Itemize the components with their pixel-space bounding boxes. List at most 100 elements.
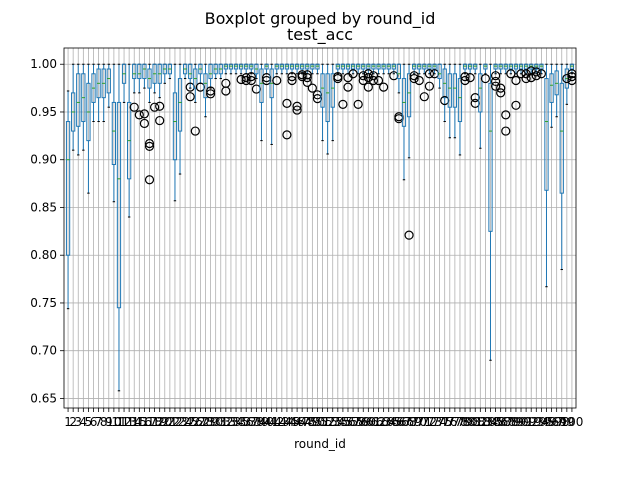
outlier-point: [480, 73, 491, 84]
x-tick-label: 37: [244, 415, 259, 429]
x-tick-label: 84: [483, 415, 498, 429]
outlier-point: [129, 102, 139, 112]
outlier-point: [338, 99, 348, 109]
box-round-56: [343, 63, 353, 92]
x-tick-label: 93: [529, 415, 544, 429]
box-round-1: [65, 90, 71, 310]
x-tick-label: 91: [518, 415, 533, 429]
grid-lines: [64, 48, 576, 408]
box-round-20: [162, 63, 167, 84]
box-round-23: [177, 63, 183, 175]
outlier-point: [312, 94, 323, 104]
box-round-55: [338, 63, 348, 109]
outlier-point: [292, 105, 302, 115]
x-tick-label: 56: [340, 415, 355, 429]
iqr-box: [452, 73, 457, 108]
outlier-point: [236, 74, 246, 85]
outlier-point: [470, 98, 480, 108]
y-tick-label: 0.65: [30, 391, 57, 405]
x-tick-label: 98: [554, 415, 569, 429]
box-round-24: [183, 63, 188, 80]
outlier-point: [251, 84, 261, 94]
x-tick-label: 95: [539, 415, 554, 429]
x-tick-label: 35: [233, 415, 248, 429]
iqr-box: [396, 63, 402, 80]
outlier-point: [358, 75, 368, 86]
x-tick-label: 27: [193, 415, 208, 429]
x-tick-label: 17: [142, 415, 157, 429]
iqr-box: [549, 73, 554, 103]
x-tick-label: 85: [488, 415, 503, 429]
iqr-box: [208, 63, 213, 80]
box-round-57: [348, 63, 358, 79]
x-tick-label: 19: [152, 415, 167, 429]
outlier-point: [531, 67, 541, 77]
box-round-82: [478, 63, 483, 149]
x-tick-label: 78: [452, 415, 467, 429]
x-tick-label: 20: [157, 415, 172, 429]
iqr-box: [447, 73, 452, 108]
outlier-point: [389, 71, 399, 81]
iqr-box: [188, 63, 193, 80]
x-tick-label: 8: [100, 415, 108, 429]
box-round-92: [526, 63, 536, 83]
outlier-point: [414, 75, 424, 86]
box-round-65: [389, 63, 399, 81]
y-tick-label: 1.00: [30, 57, 57, 71]
iqr-box: [325, 73, 330, 123]
outlier-point: [419, 92, 429, 102]
outlier-point: [526, 66, 536, 76]
outlier-point: [368, 75, 379, 86]
box-round-68: [404, 63, 414, 240]
iqr-box: [488, 82, 493, 232]
x-tick-label: 59: [356, 415, 371, 429]
outlier-point: [155, 115, 165, 126]
outlier-point: [185, 82, 195, 92]
box-round-5: [86, 63, 91, 194]
iqr-box: [559, 82, 564, 194]
box-round-3: [76, 63, 81, 156]
iqr-box: [111, 101, 117, 165]
box-round-7: [96, 63, 101, 123]
x-tick-label: 30: [208, 415, 223, 429]
outlier-point: [185, 92, 195, 102]
box-round-78: [457, 63, 463, 156]
outlier-point: [190, 126, 200, 136]
box-round-17: [144, 63, 155, 185]
box-round-79: [460, 63, 470, 86]
x-tick-label: 100: [560, 415, 583, 429]
x-tick-label: 55: [335, 415, 350, 429]
x-tick-label: 38: [249, 415, 264, 429]
y-axis: 0.65 0.70 0.75 0.80 0.85 0.90 0.95 1.00: [30, 57, 64, 405]
iqr-box: [203, 73, 208, 99]
outlier-point: [501, 110, 511, 120]
outlier-point: [409, 71, 419, 81]
x-tick-label: 1: [64, 415, 72, 429]
x-tick-label: 15: [132, 415, 147, 429]
x-tick-label: 48: [300, 415, 315, 429]
box-round-18: [149, 63, 160, 112]
outlier-point: [343, 82, 353, 92]
box-round-9: [106, 63, 111, 108]
box-round-49: [307, 63, 317, 93]
x-tick-label: 86: [493, 415, 508, 429]
box-round-54: [333, 63, 343, 84]
outlier-point: [496, 83, 506, 93]
x-tick-label: 47: [295, 415, 310, 429]
box-round-50: [312, 63, 323, 104]
y-tick-label: 0.95: [30, 105, 57, 119]
box-round-22: [172, 63, 178, 202]
box-round-27: [195, 63, 205, 92]
box-round-85: [490, 63, 501, 91]
box-round-42: [272, 63, 282, 86]
box-round-10: [111, 63, 117, 203]
x-tick-label: 92: [524, 415, 539, 429]
outlier-point: [460, 75, 470, 86]
iqr-box: [544, 78, 549, 191]
x-tick-label: 81: [468, 415, 483, 429]
iqr-box: [406, 73, 412, 118]
outlier-point: [358, 71, 368, 81]
box-round-32: [221, 63, 231, 96]
x-tick-label: 53: [325, 415, 340, 429]
outlier-point: [562, 73, 572, 84]
